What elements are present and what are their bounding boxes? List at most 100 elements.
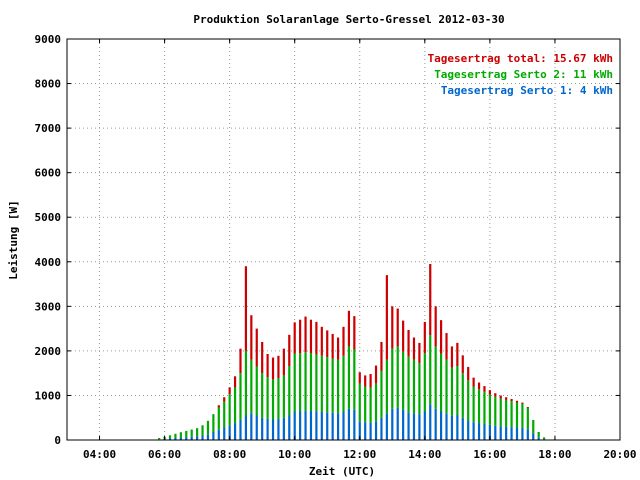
bar-segment [488,390,491,395]
bar-segment [288,366,291,416]
bar-segment [412,413,416,440]
bar-segment [196,436,199,440]
bar-segment [168,435,172,439]
bar-segment [320,411,323,440]
bar-segment [320,326,323,356]
bar-segment [450,415,454,440]
bar-segment [505,426,508,440]
bar-segment [271,419,275,440]
bar-segment [342,326,345,356]
bar-segment [488,394,491,425]
bar-segment [299,353,302,412]
bar-segment [385,413,388,440]
bar-segment [309,411,313,440]
bar-segment [250,359,253,414]
bar-segment [309,319,313,354]
bar-segment [304,352,307,411]
bar-segment [467,420,470,440]
bar-segment [385,275,388,360]
bar-segment [515,402,519,428]
bar-segment [532,433,535,440]
bar-segment [331,412,334,440]
bar-segment [244,350,248,416]
bar-segment [499,426,502,440]
bar-segment [315,411,318,440]
bar-segment [429,264,432,336]
bar-segment [304,410,307,440]
y-tick-label: 4000 [35,256,62,269]
bar-segment [483,391,486,424]
bar-segment [418,362,421,415]
bar-segment [282,348,285,376]
bar-segment [477,382,481,390]
bar-segment [499,395,502,399]
bar-segment [168,438,172,440]
bar-segment [461,355,464,374]
bar-segment [526,407,529,430]
bar-segment [494,393,497,397]
bar-segment [515,427,519,440]
bar-segment [336,337,340,360]
bar-segment [423,353,426,412]
bar-segment [201,435,204,440]
bar-segment [461,373,464,418]
bar-segment [526,407,529,408]
bar-segment [369,374,372,388]
bar-segment [239,419,242,440]
bar-segment [201,425,204,436]
bar-segment [537,437,540,440]
bar-segment [174,433,177,438]
bar-segment [261,373,264,418]
bar-segment [261,417,264,440]
bar-segment [353,409,356,440]
bar-segment [369,422,372,440]
bar-segment [342,355,345,412]
bar-segment [418,342,421,363]
x-tick-label: 14:00 [408,448,441,461]
bar-segment [233,376,237,388]
bar-segment [206,420,210,435]
bar-segment [331,358,334,413]
bar-segment [477,389,481,424]
y-tick-labels: 0 1000 2000 3000 4000 5000 6000 7000 8000 9000 [35,33,62,447]
bar-segment [206,434,210,440]
y-tick-label: 6000 [35,167,62,180]
bar-segment [271,379,275,420]
legend-entry: Tagesertrag total: 15.67 kWh [428,52,613,65]
bar-segment [288,415,291,440]
bar-segment [488,424,491,440]
bar-segment [353,316,356,350]
axis-ticks [67,38,621,441]
bar-segment [434,346,437,409]
bar-segment [510,427,513,440]
bar-segment [483,423,486,440]
bar-segment [255,328,258,367]
chart-title: Produktion Solaranlage Serto-Gressel 201… [193,13,504,26]
bar-segment [326,412,329,440]
x-tick-label: 04:00 [83,448,116,461]
bar-segment [282,417,285,440]
bar-segment [391,408,394,440]
bar-segment [336,413,340,440]
legend: Tagesertrag total: 15.67 kWh Tagesertrag … [428,52,613,97]
bar-segment [244,415,248,440]
x-axis-label: Zeit (UTC) [309,465,375,478]
bar-segment [217,429,220,440]
bar-segment [374,383,378,422]
bar-segment [396,407,399,440]
bar-segment [412,359,416,414]
bar-segment [326,357,329,413]
bar-segment [505,397,508,400]
bar-segment [374,421,378,440]
bar-segment [391,306,394,349]
bar-segment [212,431,215,440]
x-tick-labels: 04:00 06:00 08:00 10:00 12:00 14:00 16:00 18:00… [83,448,637,461]
bar-segment [288,334,291,367]
x-tick-label: 06:00 [148,448,181,461]
bar-segment [434,408,437,440]
bar-segment [223,427,226,440]
bar-segment [326,330,329,358]
bar-segment [391,348,394,409]
y-tick-label: 8000 [35,78,62,91]
